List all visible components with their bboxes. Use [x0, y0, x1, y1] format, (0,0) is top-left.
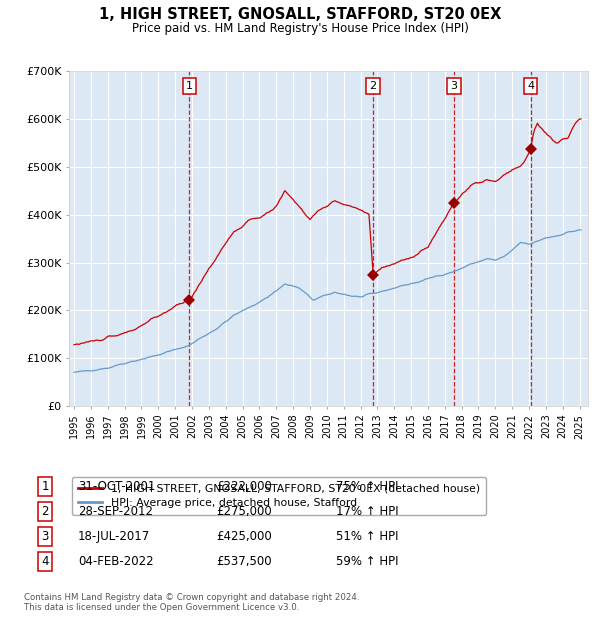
Text: 51% ↑ HPI: 51% ↑ HPI	[336, 530, 398, 542]
Text: 3: 3	[41, 530, 49, 542]
Text: 28-SEP-2012: 28-SEP-2012	[78, 505, 153, 518]
Text: £425,000: £425,000	[216, 530, 272, 542]
Text: £537,500: £537,500	[216, 555, 272, 567]
Text: 4: 4	[527, 81, 534, 91]
Text: 17% ↑ HPI: 17% ↑ HPI	[336, 505, 398, 518]
Text: £222,000: £222,000	[216, 480, 272, 493]
Text: Contains HM Land Registry data © Crown copyright and database right 2024.
This d: Contains HM Land Registry data © Crown c…	[24, 593, 359, 612]
Text: 3: 3	[451, 81, 457, 91]
Text: 31-OCT-2001: 31-OCT-2001	[78, 480, 155, 493]
Text: 4: 4	[41, 555, 49, 567]
Text: £275,000: £275,000	[216, 505, 272, 518]
Text: 18-JUL-2017: 18-JUL-2017	[78, 530, 150, 542]
Text: 59% ↑ HPI: 59% ↑ HPI	[336, 555, 398, 567]
Text: 2: 2	[41, 505, 49, 518]
Text: 1: 1	[185, 81, 193, 91]
Text: 1, HIGH STREET, GNOSALL, STAFFORD, ST20 0EX: 1, HIGH STREET, GNOSALL, STAFFORD, ST20 …	[99, 7, 501, 22]
Text: 2: 2	[370, 81, 377, 91]
Text: Price paid vs. HM Land Registry's House Price Index (HPI): Price paid vs. HM Land Registry's House …	[131, 22, 469, 35]
Text: 04-FEB-2022: 04-FEB-2022	[78, 555, 154, 567]
Text: 75% ↑ HPI: 75% ↑ HPI	[336, 480, 398, 493]
Text: 1: 1	[41, 480, 49, 493]
Legend: 1, HIGH STREET, GNOSALL, STAFFORD, ST20 0EX (detached house), HPI: Average price: 1, HIGH STREET, GNOSALL, STAFFORD, ST20 …	[72, 477, 487, 515]
